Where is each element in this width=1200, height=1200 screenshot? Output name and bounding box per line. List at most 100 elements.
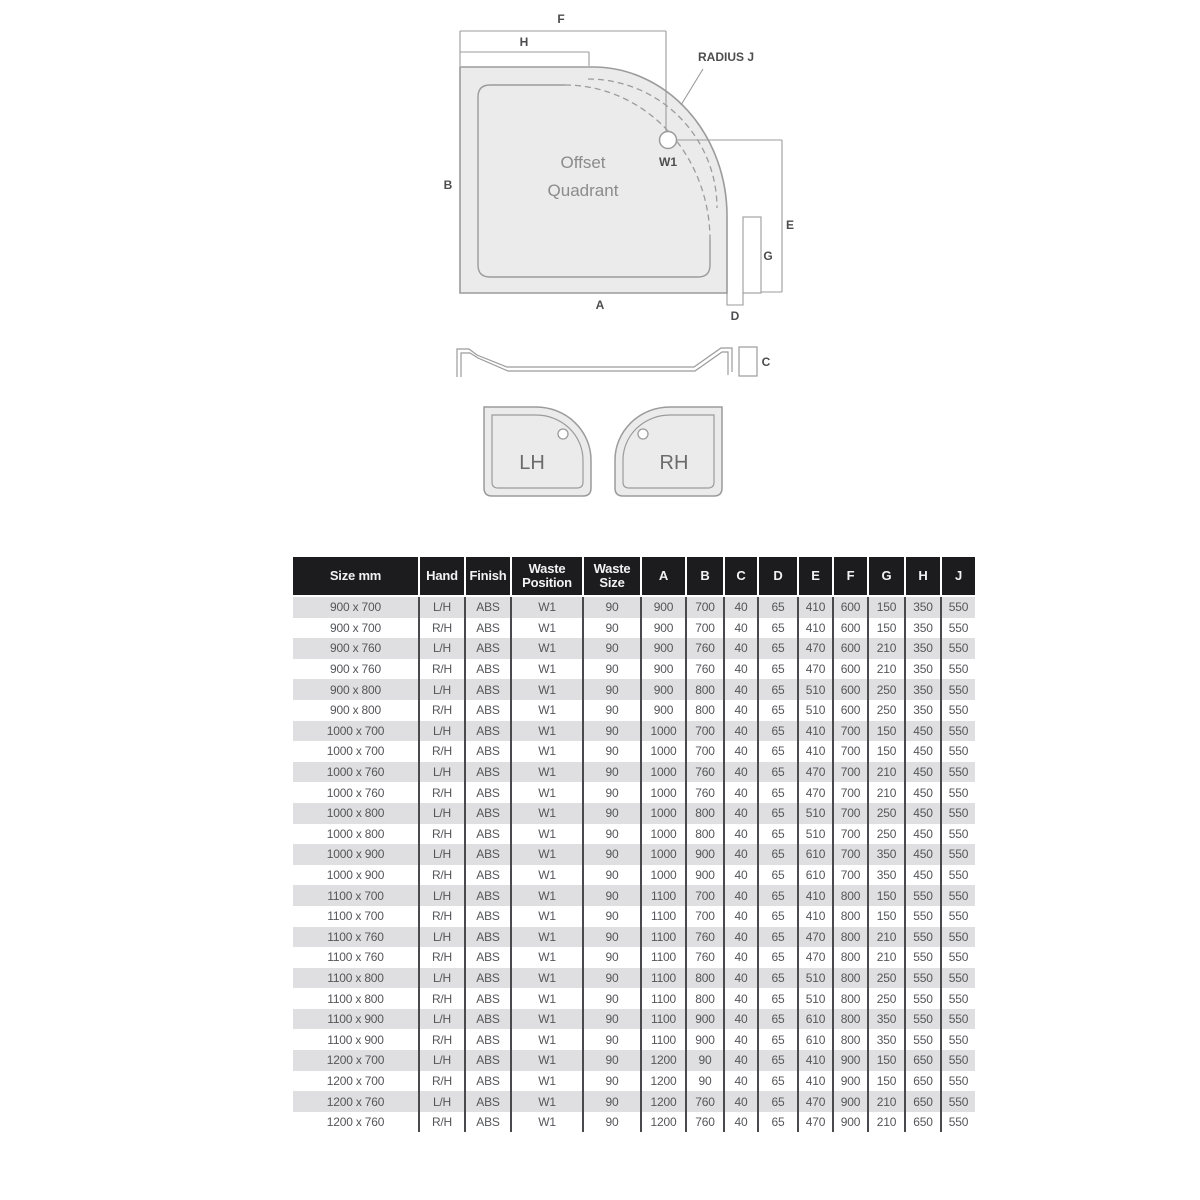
table-cell: 1100 x 760 [293,947,420,968]
table-cell: ABS [466,720,512,742]
table-cell: 1000 x 760 [293,761,420,783]
table-cell: 800 [687,823,725,845]
table-cell: 700 [687,617,725,639]
table-cell: 760 [687,1111,725,1133]
table-cell: 550 [942,864,975,886]
table-cell: 210 [869,658,906,680]
profile-top-line [456,347,733,377]
table-cell: 470 [799,638,834,659]
table-cell: 470 [799,761,834,783]
table-cell: W1 [512,947,584,968]
table-row: 900 x 700 L/H ABS W1 90 900 700 40 65 410 600 150 35… [293,597,975,618]
table-cell: ABS [466,1050,512,1071]
tray-side-profile: C [456,346,771,377]
table-cell: 90 [584,967,642,989]
table-cell: 350 [869,1029,906,1051]
table-cell: W1 [512,597,584,618]
column-header: F [834,557,869,597]
tray-outer-shape [459,66,728,294]
table-cell: 1200 [642,1111,687,1133]
table-cell: 900 [834,1070,869,1092]
table-cell: R/H [420,947,466,968]
table-cell: 550 [906,1008,942,1030]
rh-waste-circle [637,428,649,440]
table-cell: 350 [906,617,942,639]
thumbnail-left-hand: LH [483,406,592,497]
table-cell: 65 [759,905,799,927]
table-cell: 65 [759,761,799,783]
table-row: 1000 x 700 R/H ABS W1 90 1000 700 40 65 410 700 150… [293,741,975,762]
table-header-row: Size mm Hand Finish Waste Position Waste Siz… [293,557,975,597]
table-cell: L/H [420,885,466,906]
thumbnail-right-hand: RH [614,406,723,497]
table-cell: 40 [725,699,759,721]
column-header: B [687,557,725,597]
table-cell: 510 [799,988,834,1009]
column-header: Waste Size [584,557,642,597]
table-cell: 550 [942,1111,975,1133]
table-cell: 510 [799,823,834,845]
table-cell: 350 [869,864,906,886]
table-cell: 1000 x 900 [293,844,420,865]
table-cell: 1000 x 800 [293,802,420,824]
table-cell: 1000 x 700 [293,741,420,762]
waste-w1-label: W1 [659,155,677,169]
table-row: 1100 x 900 L/H ABS W1 90 1100 900 40 65 610 800 350… [293,1008,975,1030]
table-cell: 470 [799,926,834,948]
table-cell: 65 [759,1050,799,1071]
table-cell: 1100 x 700 [293,905,420,927]
column-header: Hand [420,557,466,597]
table-cell: 150 [869,1070,906,1092]
table-cell: 410 [799,885,834,906]
table-cell: 800 [834,967,869,989]
tray-rim-dashed-curve [587,78,718,209]
table-cell: 65 [759,926,799,948]
table-cell: 600 [834,617,869,639]
table-cell: 40 [725,741,759,762]
waste-w1-circle [658,130,678,150]
table-row: 1100 x 760 R/H ABS W1 90 1100 760 40 65 470 800 210… [293,947,975,968]
table-cell: ABS [466,905,512,927]
table-cell: L/H [420,597,466,618]
table-cell: W1 [512,1070,584,1092]
table-cell: 90 [584,699,642,721]
table-cell: 250 [869,988,906,1009]
table-cell: W1 [512,885,584,906]
table-cell: 550 [942,679,975,700]
table-cell: 550 [942,782,975,803]
table-cell: 90 [584,638,642,659]
table-cell: R/H [420,782,466,803]
table-cell: W1 [512,802,584,824]
table-cell: 700 [834,823,869,845]
column-header: Finish [466,557,512,597]
table-cell: 510 [799,967,834,989]
table-cell: 1100 x 700 [293,885,420,906]
table-cell: 40 [725,864,759,886]
table-row: 1200 x 700 R/H ABS W1 90 1200 90 40 65 410 900 150 6… [293,1070,975,1092]
tray-title-line2: Quadrant [548,181,619,200]
table-cell: 65 [759,638,799,659]
table-cell: 650 [906,1070,942,1092]
tray-plan-view: Offset Quadrant F H RADIUS J W1 B A E G … [444,12,794,323]
table-cell: 40 [725,926,759,948]
table-cell: 450 [906,720,942,742]
table-cell: L/H [420,926,466,948]
table-cell: L/H [420,1050,466,1071]
table-cell: 90 [687,1050,725,1071]
offset-quadrant-diagram: Offset Quadrant F H RADIUS J W1 B A E G … [444,12,794,497]
table-row: 900 x 800 R/H ABS W1 90 900 800 40 65 510 600 250 35… [293,699,975,721]
table-cell: 1100 [642,967,687,989]
table-cell: 550 [942,658,975,680]
table-cell: 600 [834,638,869,659]
table-row: 1200 x 760 L/H ABS W1 90 1200 760 40 65 470 900 210… [293,1091,975,1112]
table-cell: 40 [725,617,759,639]
table-cell: W1 [512,988,584,1009]
column-header: A [642,557,687,597]
table-cell: 250 [869,823,906,845]
table-cell: ABS [466,741,512,762]
table-cell: R/H [420,658,466,680]
table-cell: 40 [725,597,759,618]
table-cell: 550 [942,885,975,906]
table-body: 900 x 700 L/H ABS W1 90 900 700 40 65 410 600 150 35… [293,597,975,1133]
table-cell: 550 [906,926,942,948]
